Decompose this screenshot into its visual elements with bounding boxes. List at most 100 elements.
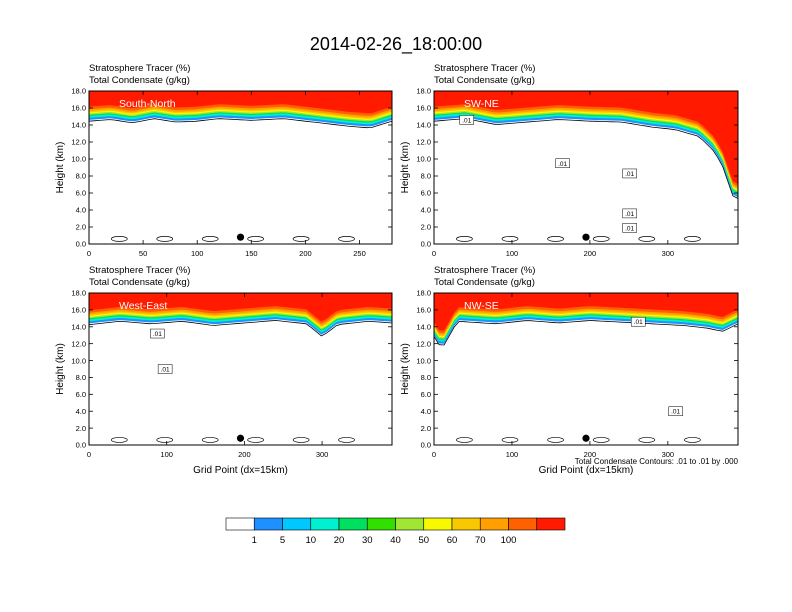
x-axis-label: Grid Point (dx=15km)	[193, 465, 288, 476]
colorbar-label: 70	[475, 535, 486, 546]
panel-nw-se: .01 .01 0.0 2.0 4.0 6.0 8.0 10.0 12.0 14.0 16.0 18.…	[400, 265, 739, 476]
y-tick-label: 4.0	[421, 206, 431, 215]
y-tick-label: 6.0	[76, 189, 86, 198]
panel-west-east: .01 .01 0.0 2.0 4.0 6.0 8.0 10.0 12.0 14.0 16.0 18.…	[55, 265, 393, 476]
x-tick-label: 0	[87, 450, 91, 459]
condensate-contour	[89, 320, 392, 337]
plot-frame	[433, 292, 739, 446]
condensate-contour-low	[201, 437, 219, 443]
colorbar-label: 20	[334, 535, 345, 546]
colorbar-label: 5	[280, 535, 285, 546]
condensate-contour-low	[592, 236, 610, 242]
panel-subtitle-tracer: Stratosphere Tracer (%)	[89, 63, 190, 74]
x-tick-label: 150	[245, 249, 258, 258]
x-tick-label: 200	[584, 249, 597, 258]
panel-subtitle-condensate: Total Condensate (g/kg)	[434, 277, 535, 288]
panel-name: South-North	[119, 98, 176, 110]
y-tick-label: 14.0	[416, 322, 431, 331]
condensate-contour-low	[292, 236, 310, 242]
panel-subtitle-condensate: Total Condensate (g/kg)	[89, 277, 190, 288]
y-tick-label: 0.0	[421, 240, 431, 249]
y-tick-label: 18.0	[416, 87, 431, 96]
colorbar-swatch	[536, 517, 566, 531]
colorbar: 1 5 10 20 30 40 50 60 70 100	[225, 517, 566, 546]
y-tick-label: 16.0	[71, 104, 86, 113]
y-tick-label: 16.0	[71, 306, 86, 315]
location-marker	[582, 233, 590, 241]
x-tick-label: 300	[662, 450, 675, 459]
condensate-contour-low	[501, 236, 519, 242]
y-tick-label: 2.0	[421, 223, 431, 232]
y-tick-label: 2.0	[421, 424, 431, 433]
y-tick-label: 0.0	[76, 441, 86, 450]
condensate-contour-low	[547, 236, 564, 242]
x-tick-label: 100	[191, 249, 204, 258]
x-tick-label: 200	[299, 249, 312, 258]
contour-label-box	[622, 223, 637, 233]
contour-label: .01	[558, 161, 567, 168]
tracer-band-8	[434, 91, 738, 185]
condensate-contour-low	[338, 437, 355, 443]
panels: 0.0 2.0 4.0 6.0 8.0 10.0 12.0 14.0 16.0 18.0 0 50 10…	[55, 63, 739, 476]
colorbar-label: 100	[501, 535, 517, 546]
y-tick-label: 12.0	[416, 138, 431, 147]
plot-area	[89, 91, 392, 244]
y-tick-label: 12.0	[71, 138, 86, 147]
condensate-contour-low	[201, 236, 219, 242]
contour-label-box	[150, 328, 165, 339]
colorbar-label: 60	[447, 535, 458, 546]
figure-title: 2014-02-26_18:00:00	[310, 34, 482, 55]
plot-area	[434, 293, 738, 445]
x-tick-label: 0	[87, 249, 91, 258]
colorbar-swatch	[423, 517, 453, 531]
condensate-contour-low	[156, 236, 174, 242]
x-tick-label: 100	[506, 249, 519, 258]
colorbar-label: 50	[418, 535, 429, 546]
condensate-contour-low	[247, 236, 264, 242]
condensate-contour-low	[156, 437, 174, 443]
colorbar-swatch	[338, 517, 368, 531]
colorbar-swatch	[366, 517, 396, 531]
condensate-contour-low	[638, 437, 656, 443]
colorbar-swatch	[479, 517, 509, 531]
x-tick-label: 100	[506, 450, 519, 459]
y-tick-label: 14.0	[416, 121, 431, 130]
x-tick-label: 200	[584, 450, 597, 459]
y-tick-label: 16.0	[416, 306, 431, 315]
y-tick-label: 6.0	[76, 390, 86, 399]
condensate-contour-low	[684, 437, 701, 443]
contour-label: .01	[153, 331, 162, 338]
panel-sw-ne: .01 .01 .01 .01 .01 0.0 2.0 4.0 6.0 8.0 10.0 12.0 14…	[400, 63, 739, 258]
y-tick-label: 2.0	[76, 424, 86, 433]
contour-label-box	[459, 115, 474, 125]
tracer-band-8	[89, 293, 392, 322]
colorbar-swatch	[253, 517, 283, 531]
panel-south-north: 0.0 2.0 4.0 6.0 8.0 10.0 12.0 14.0 16.0 18.0 0 50 10…	[55, 63, 393, 258]
condensate-contour-low	[456, 236, 473, 242]
y-axis-label: Height (km)	[55, 142, 66, 194]
colorbar-swatch	[225, 517, 255, 531]
contour-label: .01	[625, 211, 634, 218]
y-tick-label: 18.0	[416, 289, 431, 298]
tracer-band-8	[434, 293, 738, 331]
condensate-contour	[434, 118, 738, 199]
plot-area	[434, 91, 738, 244]
y-tick-label: 8.0	[421, 373, 431, 382]
contour-label-box	[555, 158, 570, 168]
x-tick-label: 100	[160, 450, 173, 459]
condensate-contour-low	[684, 236, 701, 242]
y-tick-label: 12.0	[416, 339, 431, 348]
contour-label-box	[622, 168, 637, 179]
condensate-contour-low	[292, 437, 310, 443]
y-tick-label: 2.0	[76, 223, 86, 232]
contour-label: .01	[625, 225, 634, 232]
y-tick-label: 6.0	[421, 189, 431, 198]
y-axis-label: Height (km)	[400, 343, 411, 395]
x-tick-label: 200	[238, 450, 251, 459]
y-axis-label: Height (km)	[400, 142, 411, 194]
colorbar-swatch	[508, 517, 538, 531]
x-tick-label: 50	[139, 249, 147, 258]
y-tick-label: 0.0	[421, 441, 431, 450]
condensate-contour-low	[456, 437, 473, 443]
y-tick-label: 14.0	[71, 121, 86, 130]
